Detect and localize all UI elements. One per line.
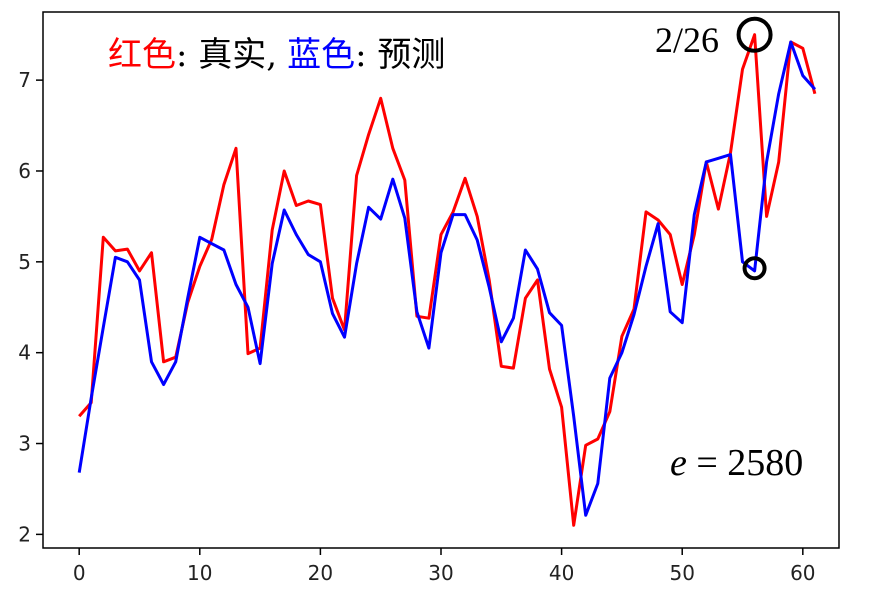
x-tick-label: 0 (73, 561, 86, 585)
x-axis-ticks: 0 10 20 30 40 50 60 (73, 548, 816, 585)
legend-blue-label: 蓝色 (287, 35, 355, 75)
y-tick-label: 6 (18, 159, 31, 183)
epoch-variable: e (670, 442, 687, 484)
x-tick-label: 30 (428, 561, 453, 585)
legend-red-label: 红色 (108, 35, 176, 75)
x-tick-label: 40 (549, 561, 574, 585)
y-tick-label: 5 (18, 250, 31, 274)
annotation-circle-true-peak (736, 16, 773, 53)
y-tick-label: 7 (18, 68, 31, 92)
annotation-circle-pred-dip (742, 256, 767, 281)
legend-text: 红色: 真实, 蓝色: 预测 (108, 35, 445, 75)
y-axis-ticks: 2 3 4 5 6 7 (18, 68, 43, 546)
x-tick-label: 20 (308, 561, 333, 585)
epoch-value: = 2580 (687, 442, 803, 484)
epoch-annotation: e = 2580 (670, 442, 803, 484)
legend-blue-meaning: : 预测 (355, 35, 445, 75)
peak-date-annotation: 2/26 (655, 20, 719, 60)
x-tick-label: 50 (669, 561, 694, 585)
series-line-pred (77, 40, 817, 517)
x-tick-label: 10 (187, 561, 212, 585)
y-tick-label: 4 (18, 341, 31, 365)
legend-red-meaning: : 真实, (176, 35, 277, 75)
y-tick-label: 2 (18, 522, 31, 546)
y-tick-label: 3 (18, 432, 31, 456)
x-tick-label: 60 (790, 561, 815, 585)
